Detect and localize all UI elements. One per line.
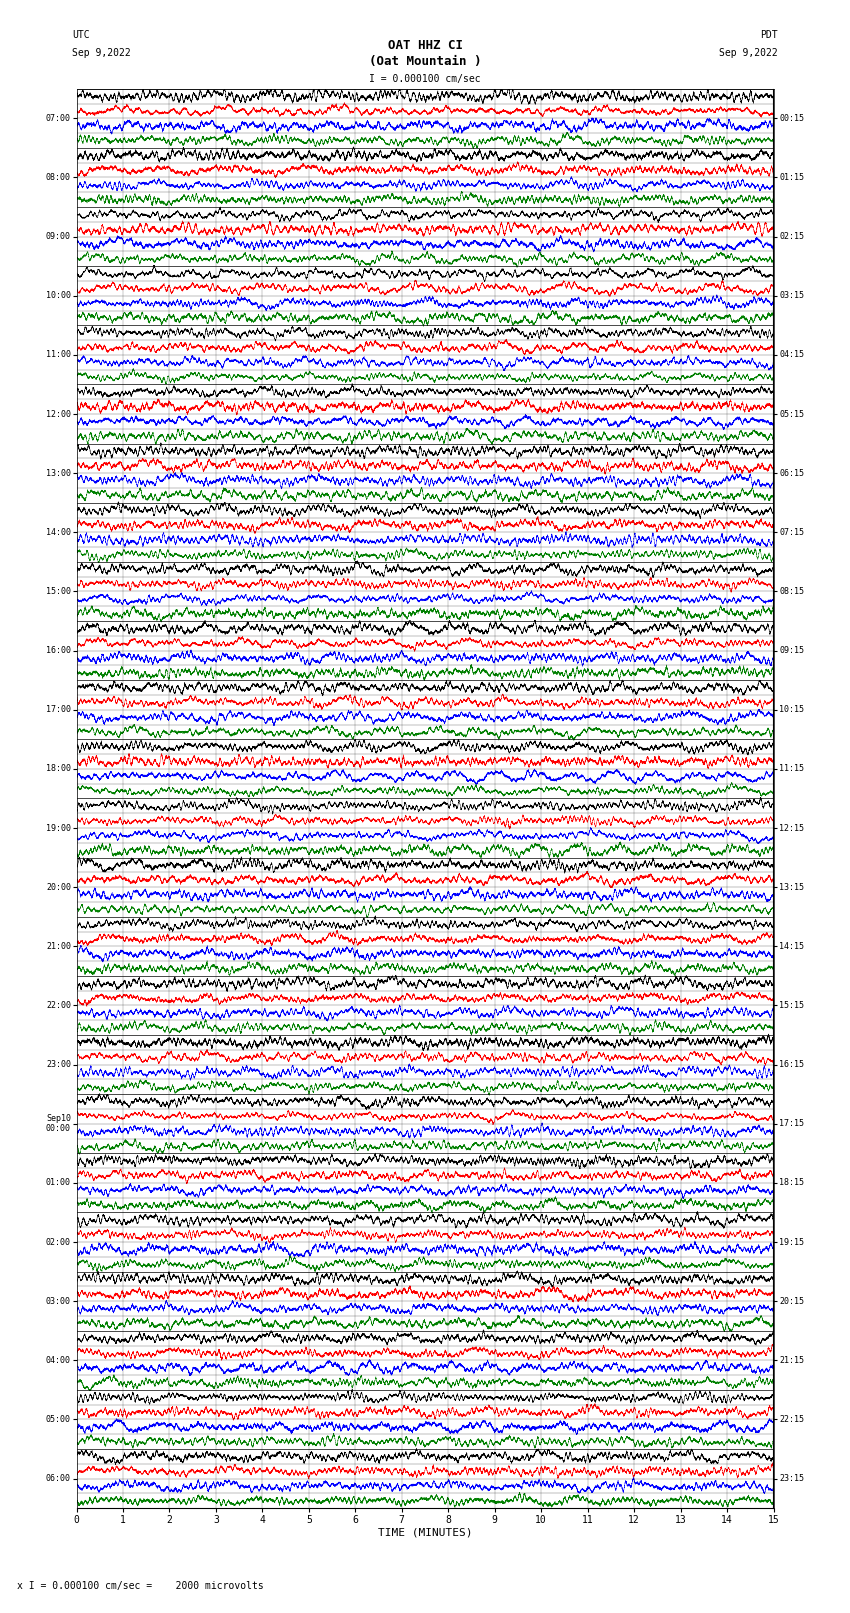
X-axis label: TIME (MINUTES): TIME (MINUTES) bbox=[377, 1528, 473, 1537]
Text: x I = 0.000100 cm/sec =    2000 microvolts: x I = 0.000100 cm/sec = 2000 microvolts bbox=[17, 1581, 264, 1590]
Text: Sep 9,2022: Sep 9,2022 bbox=[72, 48, 131, 58]
Text: OAT HHZ CI: OAT HHZ CI bbox=[388, 39, 462, 52]
Text: UTC: UTC bbox=[72, 31, 90, 40]
Text: I = 0.000100 cm/sec: I = 0.000100 cm/sec bbox=[369, 74, 481, 84]
Text: Sep 9,2022: Sep 9,2022 bbox=[719, 48, 778, 58]
Text: (Oat Mountain ): (Oat Mountain ) bbox=[369, 55, 481, 68]
Text: PDT: PDT bbox=[760, 31, 778, 40]
